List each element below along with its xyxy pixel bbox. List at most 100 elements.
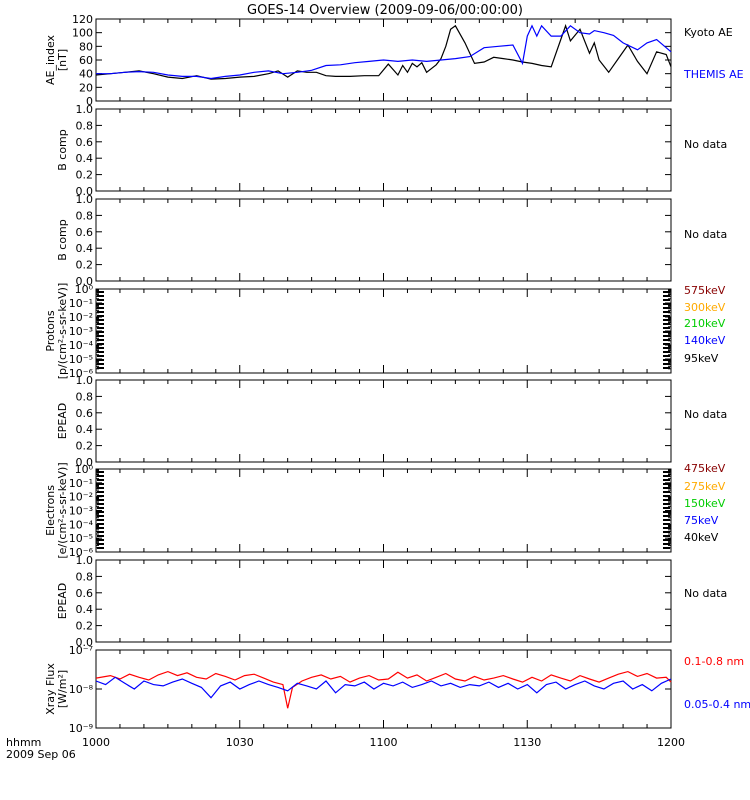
ae-ytick-label: 60: [79, 54, 93, 67]
electrons-edge-mark-right: [663, 547, 670, 549]
xray-ylabel: [W/m²]: [56, 670, 69, 708]
protons-frame: [95, 288, 672, 374]
epead2-ylabel: EPEAD: [56, 583, 69, 620]
bcomp2-ytick-label: 0.4: [76, 242, 94, 255]
electrons-edge-mark-right: [663, 471, 670, 473]
ae-ytick-label: 80: [79, 40, 93, 53]
electrons-edge-mark-right: [663, 527, 670, 529]
electrons-ytick-label: 10⁻³: [69, 505, 93, 518]
protons-edge-mark-right: [663, 339, 670, 341]
protons-legend-label: 95keV: [684, 352, 719, 365]
protons-ytick-label: 10⁻³: [69, 325, 93, 338]
ae-legend-label: THEMIS AE: [683, 68, 744, 81]
electrons-legend-label: 275keV: [684, 480, 726, 493]
epead1-legend-label: No data: [684, 408, 727, 421]
protons-edge-mark-right: [663, 299, 670, 301]
ae-series-themis-ae: [96, 24, 672, 80]
bcomp2-ytick-label: 0.0: [76, 275, 94, 288]
electrons-frame: [95, 468, 672, 553]
ae-ylabel: AE_index: [44, 34, 57, 85]
protons-edge-mark: [97, 327, 104, 329]
ae-ytick-label: 0: [86, 95, 93, 108]
epead2-ytick-label: 0.2: [76, 620, 94, 633]
electrons-edge-mark: [97, 475, 104, 477]
protons-edge-mark: [97, 291, 104, 293]
protons-edge-mark-right: [663, 291, 670, 293]
electrons-ytick-label: 10⁰: [75, 463, 94, 476]
protons-edge-mark-right: [663, 315, 670, 317]
protons-ytick-label: 10⁻⁴: [69, 339, 94, 352]
protons-edge-mark-right: [663, 363, 670, 365]
protons-ytick-label: 10⁻¹: [69, 297, 93, 310]
protons-ytick-label: 10⁻²: [69, 311, 93, 324]
xray-ylabel: Xray Flux: [44, 663, 57, 715]
protons-edge-mark: [97, 351, 104, 353]
epead1-ytick-label: 1.0: [76, 374, 94, 387]
electrons-edge-mark-right: [663, 539, 670, 541]
ae-legend-label: Kyoto AE: [684, 26, 733, 39]
epead1-ytick-label: 0.8: [76, 390, 94, 403]
electrons-ytick-label: 10⁻²: [69, 491, 93, 504]
bcomp2-ytick-label: 1.0: [76, 193, 94, 206]
electrons-edge-mark-right: [663, 511, 670, 513]
epead2-ytick-label: 1.0: [76, 554, 94, 567]
protons-edge-mark: [97, 303, 104, 305]
ae-ytick-label: 20: [79, 81, 93, 94]
electrons-edge-mark: [97, 487, 104, 489]
bcomp1-ytick-label: 0.0: [76, 185, 94, 198]
electrons-edge-mark: [97, 527, 104, 529]
electrons-edge-mark: [97, 471, 104, 473]
epead1-ytick-label: 0.6: [76, 407, 94, 420]
electrons-edge-mark-right: [663, 503, 670, 505]
electrons-edge-mark: [97, 491, 104, 493]
electrons-edge-mark: [97, 499, 104, 501]
bcomp1-frame: [95, 108, 672, 192]
bcomp2-ytick-label: 0.8: [76, 209, 94, 222]
bcomp2-frame: [95, 198, 672, 282]
protons-edge-mark: [97, 331, 104, 333]
protons-edge-mark-right: [663, 323, 670, 325]
protons-edge-mark: [97, 323, 104, 325]
protons-edge-mark: [97, 355, 104, 357]
epead2-legend-label: No data: [684, 587, 727, 600]
xray-ytick-label: 10⁻⁹: [69, 722, 93, 735]
electrons-ytick-label: 10⁻⁶: [69, 546, 94, 559]
bcomp1-ytick-label: 0.2: [76, 169, 94, 182]
bcomp1-ytick-label: 0.6: [76, 136, 94, 149]
electrons-edge-mark-right: [663, 531, 670, 533]
electrons-edge-mark-right: [663, 475, 670, 477]
plot-title: GOES-14 Overview (2009-09-06/00:00:00): [247, 3, 523, 18]
electrons-legend-label: 75keV: [684, 514, 719, 527]
protons-edge-mark-right: [663, 311, 670, 313]
protons-edge-mark-right: [663, 351, 670, 353]
protons-edge-mark-right: [663, 343, 670, 345]
bcomp2-ylabel: B comp: [56, 219, 69, 261]
electrons-ylabel: [e/(cm²-s-sr-keV)]: [56, 462, 69, 558]
protons-edge-mark-right: [663, 367, 670, 369]
protons-edge-mark: [97, 315, 104, 317]
electrons-ytick-label: 10⁻⁴: [69, 518, 94, 531]
xray-series-0-05-0-4-nm: [95, 676, 672, 699]
electrons-edge-mark: [97, 515, 104, 517]
electrons-edge-mark: [97, 495, 104, 497]
electrons-edge-mark-right: [663, 535, 670, 537]
electrons-edge-mark-right: [663, 495, 670, 497]
bcomp2-legend-label: No data: [684, 228, 727, 241]
protons-edge-mark: [97, 311, 104, 313]
protons-edge-mark: [97, 319, 104, 321]
electrons-edge-mark: [97, 543, 104, 545]
electrons-edge-mark: [97, 483, 104, 485]
date-label: 2009 Sep 06: [6, 748, 76, 761]
epead1-ylabel: EPEAD: [56, 403, 69, 440]
xray-ytick-label: 10⁻⁸: [69, 683, 94, 696]
ae-ytick-label: 100: [72, 27, 93, 40]
xray-ytick-label: 10⁻⁷: [69, 644, 93, 657]
electrons-edge-mark: [97, 519, 104, 521]
xray-legend-label: 0.05-0.4 nm: [684, 698, 750, 711]
bcomp1-ytick-label: 1.0: [76, 103, 94, 116]
electrons-legend-label: 475keV: [684, 462, 726, 475]
protons-legend-label: 575keV: [684, 284, 726, 297]
protons-edge-mark: [97, 367, 104, 369]
electrons-ylabel: Electrons: [44, 485, 57, 536]
